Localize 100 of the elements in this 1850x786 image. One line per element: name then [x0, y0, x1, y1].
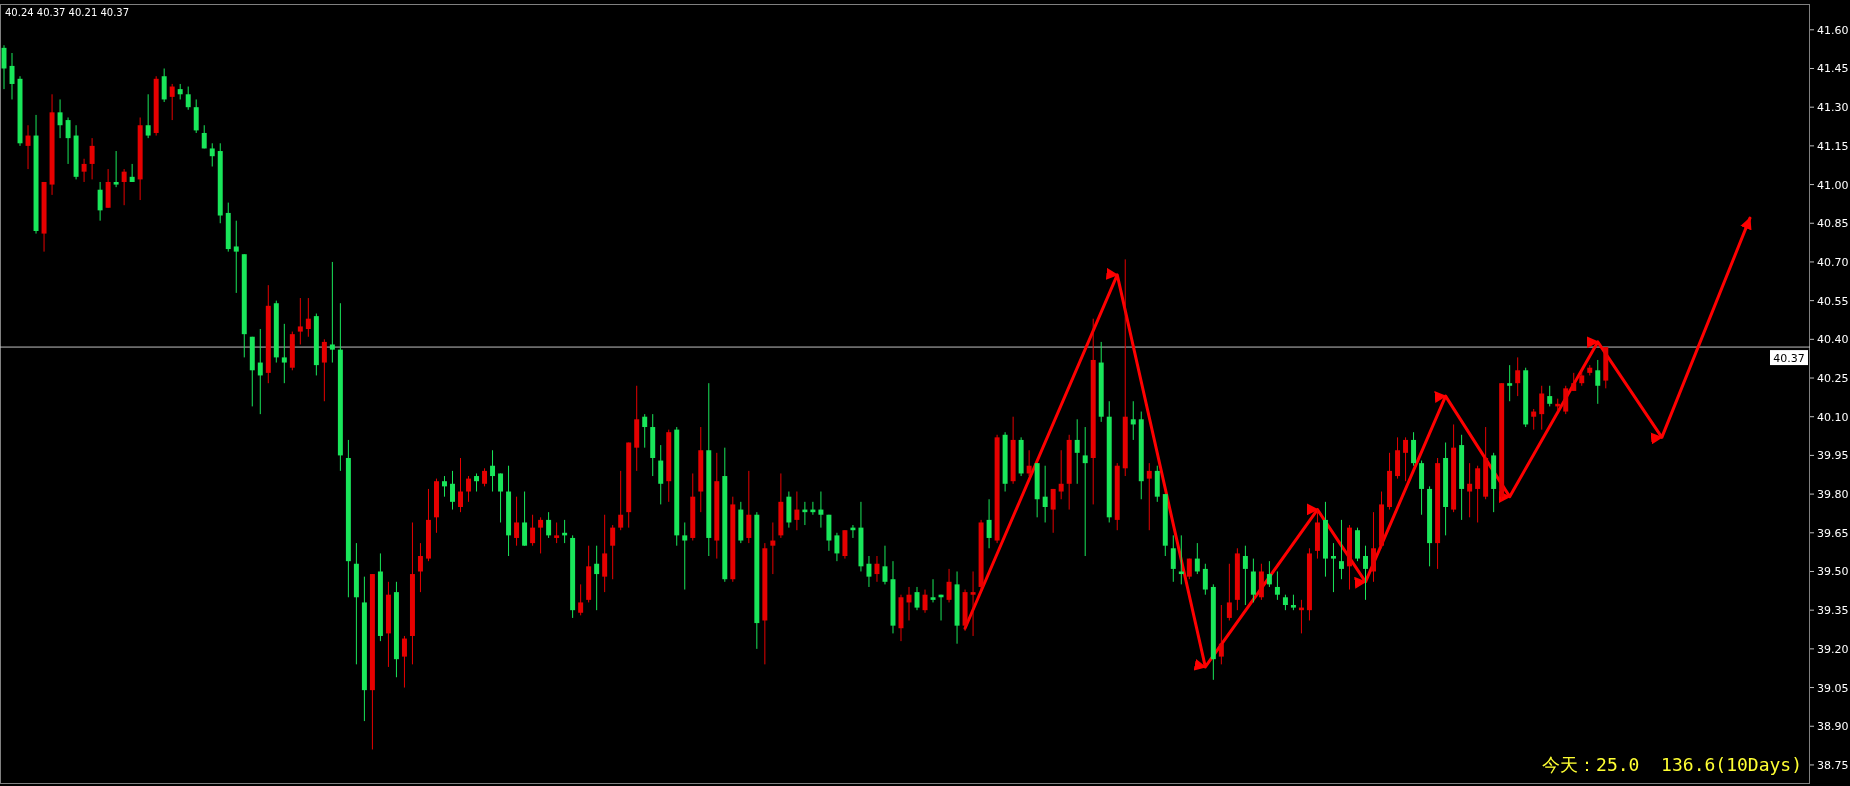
candlestick — [1411, 431, 1417, 467]
candlestick — [922, 589, 928, 614]
candlestick — [834, 532, 840, 562]
candlestick — [522, 491, 528, 547]
candlestick — [185, 86, 191, 111]
candlestick — [642, 413, 648, 449]
y-tick-label: 39.95 — [1817, 449, 1849, 463]
candlestick — [658, 444, 664, 505]
candlestick — [1363, 545, 1368, 601]
candlestick — [1274, 570, 1280, 601]
ref-line-label: 40.37 — [1773, 352, 1805, 366]
candlestick — [297, 297, 303, 345]
candlestick — [1130, 400, 1136, 441]
candlestick — [450, 470, 455, 511]
candlestick — [1170, 534, 1176, 583]
candlestick — [1178, 534, 1184, 585]
candlestick — [169, 83, 175, 121]
candlestick — [1339, 519, 1344, 580]
candlestick — [930, 578, 936, 603]
candlestick — [1058, 449, 1064, 500]
candlestick — [1563, 385, 1569, 415]
candlestick — [121, 168, 127, 206]
candlestick — [1547, 385, 1553, 407]
candlestick — [530, 514, 536, 547]
candlestick — [618, 470, 624, 531]
candlestick — [554, 521, 560, 544]
candlestick — [1330, 542, 1336, 593]
candlestick — [1074, 418, 1080, 485]
candlestick — [1475, 465, 1481, 523]
candlestick — [746, 470, 752, 544]
candlestick — [1531, 408, 1537, 431]
candlestick — [97, 181, 103, 222]
candlestick — [1202, 563, 1208, 596]
candlestick — [193, 98, 199, 134]
candlestick — [874, 555, 880, 583]
candlestick — [1194, 542, 1200, 575]
candlestick — [970, 570, 976, 637]
candlestick — [1218, 604, 1224, 665]
candlestick — [498, 472, 504, 523]
candlestick — [1242, 545, 1248, 606]
candlestick — [401, 635, 407, 689]
candlestick — [1539, 385, 1545, 431]
y-tick-label: 41.30 — [1817, 101, 1849, 115]
candlestick — [1082, 426, 1088, 557]
candlestick — [594, 545, 600, 611]
candlestick — [145, 93, 151, 139]
y-tick-label: 39.05 — [1817, 681, 1849, 695]
y-tick-label: 40.70 — [1817, 255, 1849, 269]
y-tick-label: 41.00 — [1817, 178, 1849, 192]
candlestick — [986, 498, 992, 549]
y-tick-label: 39.50 — [1817, 565, 1849, 579]
candlestick — [113, 150, 119, 188]
candlestick — [546, 511, 552, 539]
y-tick-label: 40.85 — [1817, 217, 1849, 231]
candlestick — [466, 475, 471, 503]
candlestick — [257, 328, 263, 415]
candlestick — [233, 220, 239, 294]
candlestick — [1595, 359, 1601, 405]
candlestick — [281, 323, 287, 384]
candlestick — [946, 568, 952, 603]
candlestick — [129, 163, 135, 183]
candlestick — [474, 472, 480, 493]
candlestick — [538, 516, 544, 554]
y-tick-label: 40.40 — [1817, 333, 1849, 347]
candlestick — [818, 491, 824, 529]
y-tick-label: 40.10 — [1817, 410, 1849, 424]
candlestick — [1250, 558, 1256, 603]
y-tick-label: 39.35 — [1817, 604, 1849, 618]
candlestick — [458, 457, 463, 513]
candlestick — [770, 521, 776, 575]
annotation: 40.24 40.37 40.21 40.37 — [5, 7, 130, 18]
candlestick — [329, 261, 335, 364]
candlestick — [866, 555, 872, 588]
candlestick — [1226, 563, 1232, 621]
candlestick — [25, 124, 31, 170]
candlestick — [305, 297, 311, 338]
candlestick — [578, 583, 584, 616]
y-tick-label: 40.55 — [1817, 294, 1849, 308]
candlestick — [514, 496, 520, 547]
candlestick — [1371, 511, 1376, 583]
candlestick — [57, 98, 63, 139]
candlestick — [794, 491, 800, 531]
y-tick-label: 41.60 — [1817, 23, 1849, 37]
candlestick — [1571, 372, 1577, 392]
candlestick — [1515, 356, 1521, 397]
candlestick — [442, 475, 447, 498]
y-tick-label: 38.75 — [1817, 758, 1849, 772]
y-tick-label: 40.25 — [1817, 372, 1849, 386]
candlestick — [1403, 436, 1409, 482]
candlestick — [65, 117, 71, 165]
candlestick — [89, 137, 95, 180]
candlestick — [1467, 462, 1473, 518]
candlestick — [610, 524, 616, 580]
y-tick-label: 39.80 — [1817, 488, 1849, 502]
y-tick-label: 41.45 — [1817, 62, 1849, 76]
y-tick-label: 38.90 — [1817, 720, 1849, 734]
y-tick-label: 39.20 — [1817, 642, 1849, 656]
annotation: 今天：25.0 136.6(10Days) — [1542, 754, 1802, 775]
y-tick-label: 41.15 — [1817, 139, 1849, 153]
candlestick — [682, 521, 688, 591]
